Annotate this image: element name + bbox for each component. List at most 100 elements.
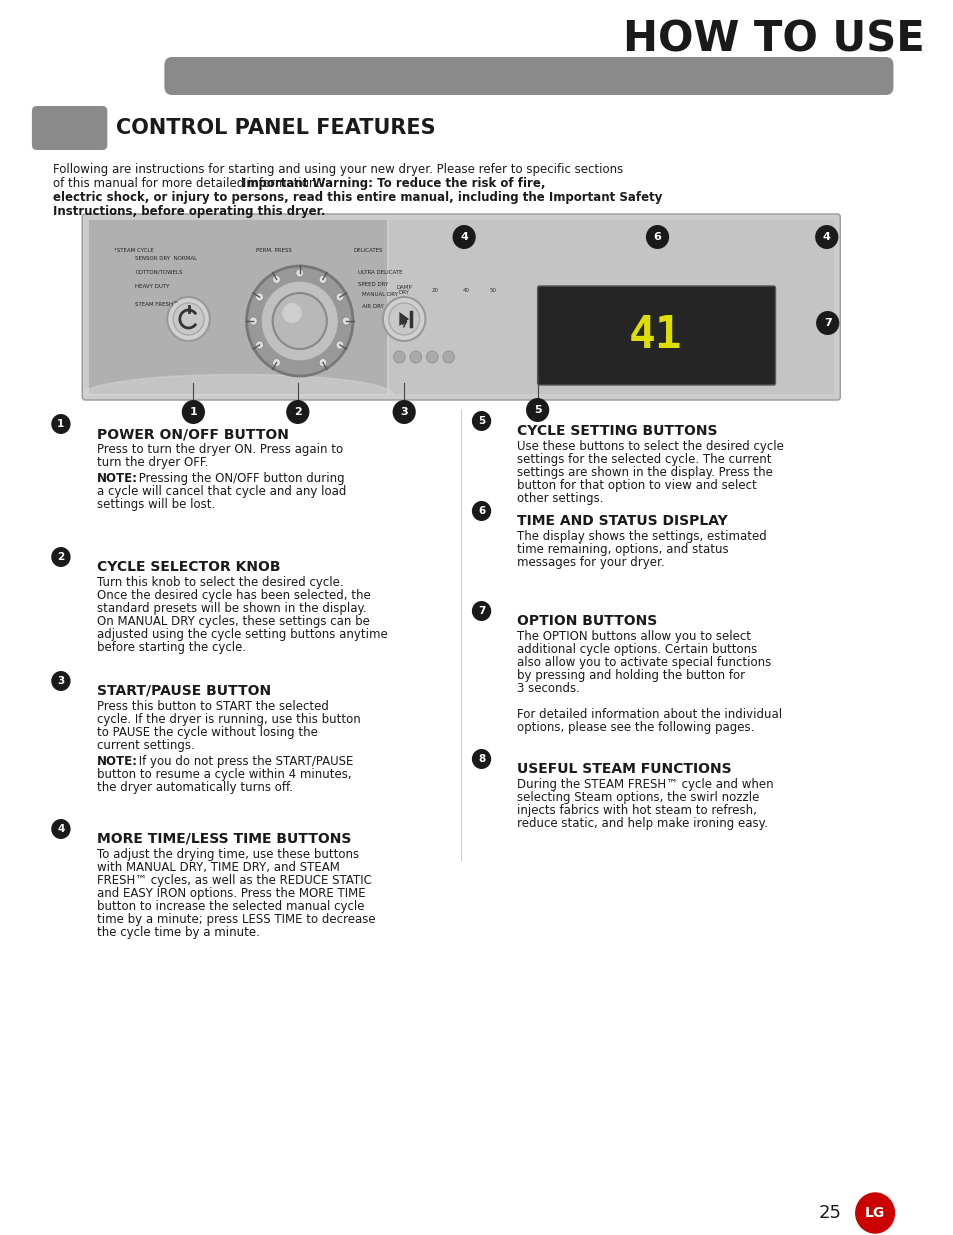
Text: time by a minute; press LESS TIME to decrease: time by a minute; press LESS TIME to dec… — [96, 913, 375, 926]
Circle shape — [335, 341, 343, 350]
Text: MORE TIME/LESS TIME BUTTONS: MORE TIME/LESS TIME BUTTONS — [96, 832, 351, 846]
Text: Press this button to START the selected: Press this button to START the selected — [96, 700, 328, 713]
Text: START/PAUSE BUTTON: START/PAUSE BUTTON — [96, 684, 271, 698]
Circle shape — [295, 269, 303, 277]
Text: DAMP
DRY: DAMP DRY — [395, 284, 412, 295]
Text: additional cycle options. Certain buttons: additional cycle options. Certain button… — [517, 643, 757, 656]
Circle shape — [442, 351, 454, 363]
Text: 5: 5 — [477, 416, 485, 426]
Text: 4: 4 — [459, 232, 468, 242]
Text: For detailed information about the individual: For detailed information about the indiv… — [517, 708, 781, 721]
Text: 6: 6 — [477, 506, 485, 516]
Text: POWER ON/OFF BUTTON: POWER ON/OFF BUTTON — [96, 427, 288, 441]
Text: standard presets will be shown in the display.: standard presets will be shown in the di… — [96, 601, 366, 615]
Circle shape — [815, 311, 839, 335]
Text: Important Warning: To reduce the risk of fire,: Important Warning: To reduce the risk of… — [241, 177, 545, 190]
Text: On MANUAL DRY cycles, these settings can be: On MANUAL DRY cycles, these settings can… — [96, 615, 369, 629]
Circle shape — [246, 266, 353, 375]
Text: 25: 25 — [818, 1204, 841, 1221]
Text: 1: 1 — [57, 419, 65, 429]
Text: 4: 4 — [821, 232, 830, 242]
Text: a cycle will cancel that cycle and any load: a cycle will cancel that cycle and any l… — [96, 485, 346, 498]
Text: CONTROL PANEL FEATURES: CONTROL PANEL FEATURES — [116, 119, 436, 138]
FancyBboxPatch shape — [388, 220, 833, 394]
Text: Turn this knob to select the desired cycle.: Turn this knob to select the desired cyc… — [96, 576, 343, 589]
FancyBboxPatch shape — [89, 220, 386, 394]
Circle shape — [255, 341, 263, 350]
Circle shape — [426, 351, 437, 363]
Text: STEAM FRESH™: STEAM FRESH™ — [135, 301, 179, 306]
Circle shape — [172, 303, 204, 335]
Text: injects fabrics with hot steam to refresh,: injects fabrics with hot steam to refres… — [517, 804, 757, 818]
Text: options, please see the following pages.: options, please see the following pages. — [517, 721, 754, 734]
Text: 2: 2 — [57, 552, 65, 562]
Text: 1: 1 — [190, 408, 197, 417]
Polygon shape — [399, 312, 409, 326]
Text: of this manual for more detailed information.: of this manual for more detailed informa… — [53, 177, 324, 190]
Text: Following are instructions for starting and using your new dryer. Please refer t: Following are instructions for starting … — [53, 163, 622, 177]
Circle shape — [393, 400, 416, 424]
Text: 50: 50 — [489, 288, 497, 293]
Circle shape — [342, 317, 350, 325]
Text: SENSOR DRY  NORMAL: SENSOR DRY NORMAL — [135, 257, 197, 262]
Text: HOW TO USE: HOW TO USE — [622, 19, 923, 61]
Circle shape — [318, 275, 327, 283]
Text: OPTION BUTTONS: OPTION BUTTONS — [517, 614, 657, 629]
FancyBboxPatch shape — [537, 287, 775, 385]
Circle shape — [51, 547, 71, 567]
Text: HEAVY DUTY: HEAVY DUTY — [135, 284, 170, 289]
Text: MANUAL DRY: MANUAL DRY — [361, 291, 397, 296]
Text: TIME AND STATUS DISPLAY: TIME AND STATUS DISPLAY — [517, 514, 727, 529]
Text: Pressing the ON/OFF button during: Pressing the ON/OFF button during — [135, 472, 345, 485]
Circle shape — [645, 225, 668, 249]
Text: If you do not press the START/PAUSE: If you do not press the START/PAUSE — [135, 755, 354, 768]
Text: 5: 5 — [534, 405, 541, 415]
Circle shape — [394, 351, 405, 363]
Text: Use these buttons to select the desired cycle: Use these buttons to select the desired … — [517, 440, 783, 453]
Text: NOTE:: NOTE: — [96, 472, 137, 485]
Text: current settings.: current settings. — [96, 739, 194, 752]
Text: button to resume a cycle within 4 minutes,: button to resume a cycle within 4 minute… — [96, 768, 351, 781]
Text: USEFUL STEAM FUNCTIONS: USEFUL STEAM FUNCTIONS — [517, 762, 731, 776]
Circle shape — [182, 400, 205, 424]
Text: 3: 3 — [57, 676, 65, 685]
Circle shape — [472, 748, 491, 769]
Text: Once the desired cycle has been selected, the: Once the desired cycle has been selected… — [96, 589, 370, 601]
Text: and EASY IRON options. Press the MORE TIME: and EASY IRON options. Press the MORE TI… — [96, 887, 365, 900]
Text: by pressing and holding the button for: by pressing and holding the button for — [517, 669, 744, 682]
Text: 2: 2 — [294, 408, 301, 417]
Text: The display shows the settings, estimated: The display shows the settings, estimate… — [517, 530, 766, 543]
Circle shape — [273, 358, 280, 367]
Circle shape — [250, 317, 257, 325]
Text: FRESH™ cycles, as well as the REDUCE STATIC: FRESH™ cycles, as well as the REDUCE STA… — [96, 874, 371, 887]
Circle shape — [167, 296, 210, 341]
Text: LG: LG — [864, 1207, 884, 1220]
Text: 7: 7 — [823, 317, 831, 329]
Circle shape — [273, 293, 327, 350]
Text: the cycle time by a minute.: the cycle time by a minute. — [96, 926, 259, 939]
Text: 8: 8 — [477, 755, 485, 764]
Text: 3: 3 — [400, 408, 408, 417]
Circle shape — [335, 293, 343, 301]
Text: with MANUAL DRY, TIME DRY, and STEAM: with MANUAL DRY, TIME DRY, and STEAM — [96, 861, 339, 874]
Text: 41: 41 — [628, 315, 681, 357]
Circle shape — [472, 601, 491, 621]
Text: before starting the cycle.: before starting the cycle. — [96, 641, 246, 655]
Text: settings will be lost.: settings will be lost. — [96, 498, 214, 511]
Text: 4: 4 — [57, 824, 65, 834]
Text: time remaining, options, and status: time remaining, options, and status — [517, 543, 728, 556]
Text: selecting Steam options, the swirl nozzle: selecting Steam options, the swirl nozzl… — [517, 790, 759, 804]
Text: During the STEAM FRESH™ cycle and when: During the STEAM FRESH™ cycle and when — [517, 778, 773, 790]
Text: button to increase the selected manual cycle: button to increase the selected manual c… — [96, 900, 364, 913]
Text: 3 seconds.: 3 seconds. — [517, 682, 579, 695]
Text: ULTRA DELICATE: ULTRA DELICATE — [357, 269, 402, 274]
Text: messages for your dryer.: messages for your dryer. — [517, 556, 664, 569]
Circle shape — [273, 275, 280, 283]
Text: AIR DRY: AIR DRY — [361, 304, 383, 309]
Text: to PAUSE the cycle without losing the: to PAUSE the cycle without losing the — [96, 726, 317, 739]
FancyBboxPatch shape — [82, 214, 840, 400]
Circle shape — [452, 225, 476, 249]
Text: 20: 20 — [431, 288, 438, 293]
Text: turn the dryer OFF.: turn the dryer OFF. — [96, 456, 208, 469]
Text: the dryer automatically turns off.: the dryer automatically turns off. — [96, 781, 293, 794]
